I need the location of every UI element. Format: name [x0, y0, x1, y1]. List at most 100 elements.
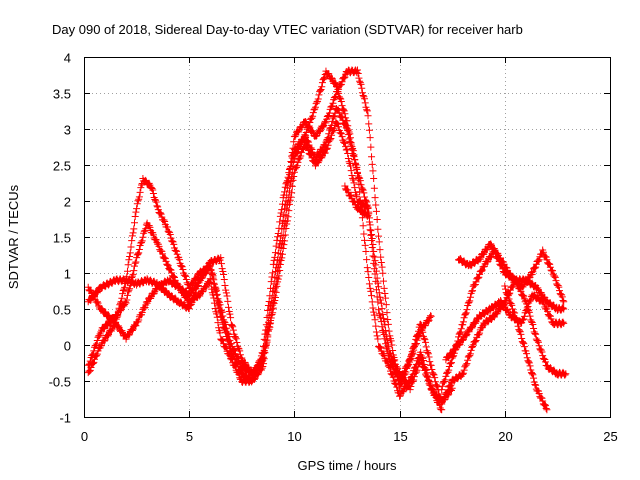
data-point: [94, 299, 102, 307]
data-point: [293, 149, 301, 157]
data-point: [459, 369, 467, 377]
grid-lines: [84, 57, 610, 417]
data-point: [118, 294, 126, 302]
data-point: [284, 213, 292, 221]
data-point: [519, 291, 527, 299]
data-point: [282, 180, 290, 188]
data-point: [157, 210, 165, 218]
data-point: [336, 94, 344, 102]
data-point: [163, 260, 171, 268]
data-point: [469, 343, 477, 351]
data-point: [351, 184, 359, 192]
data-point: [382, 343, 390, 351]
data-point: [500, 300, 508, 308]
data-point: [232, 335, 240, 343]
data-point: [142, 301, 150, 309]
data-point: [456, 329, 464, 337]
data-point: [502, 297, 510, 305]
data-point: [326, 136, 334, 144]
data-point: [131, 259, 139, 267]
data-point: [422, 343, 430, 351]
data-point: [126, 285, 134, 293]
data-point: [288, 182, 296, 190]
data-point: [523, 300, 531, 308]
data-point: [556, 287, 564, 295]
data-point: [413, 366, 421, 374]
data-point: [202, 283, 210, 291]
data-point: [416, 330, 424, 338]
data-point: [281, 231, 289, 239]
data-point: [265, 297, 273, 305]
data-point: [227, 314, 235, 322]
data-point: [85, 361, 93, 369]
data-point: [311, 105, 319, 113]
data-point: [217, 307, 225, 315]
data-point: [206, 261, 214, 269]
data-point: [438, 382, 446, 390]
data-point: [377, 253, 385, 261]
data-point: [359, 92, 367, 100]
data-point: [309, 112, 317, 120]
data-point: [318, 79, 326, 87]
data-point: [322, 119, 330, 127]
data-point: [125, 331, 133, 339]
data-point: [146, 223, 154, 231]
data-point: [364, 203, 372, 211]
data-point: [329, 99, 337, 107]
data-point: [559, 318, 567, 326]
data-point: [89, 350, 97, 358]
data-point: [468, 324, 476, 332]
data-point: [555, 283, 563, 291]
data-point: [220, 275, 228, 283]
data-point: [349, 174, 357, 182]
data-point: [208, 269, 216, 277]
data-point: [293, 163, 301, 171]
data-point: [103, 331, 111, 339]
data-point: [424, 317, 432, 325]
y-tick-label: 3.5: [53, 87, 71, 102]
y-tick-labels: -1 -0.5 0 0.5 1 1.5 2 2.5 3 3.5 4: [49, 51, 71, 426]
data-point: [123, 273, 131, 281]
data-point: [516, 327, 524, 335]
data-point: [523, 350, 531, 358]
data-point: [444, 386, 452, 394]
data-point: [534, 338, 542, 346]
data-point: [152, 198, 160, 206]
data-point: [377, 314, 385, 322]
data-point: [104, 332, 112, 340]
data-point: [520, 340, 528, 348]
data-point: [459, 321, 467, 329]
data-point: [373, 332, 381, 340]
data-point: [534, 257, 542, 265]
data-point: [126, 249, 134, 257]
data-point: [116, 307, 124, 315]
data-point: [268, 311, 276, 319]
data-point: [443, 389, 451, 397]
data-point: [352, 164, 360, 172]
data-point: [459, 318, 467, 326]
data-point: [253, 364, 261, 372]
data-point: [145, 179, 153, 187]
data-point: [546, 312, 554, 320]
data-point: [347, 141, 355, 149]
data-point: [345, 158, 353, 166]
data-point: [421, 322, 429, 330]
data-point: [225, 333, 233, 341]
data-point: [271, 296, 279, 304]
data-point: [483, 258, 491, 266]
data-point: [378, 305, 386, 313]
data-point: [306, 119, 314, 127]
series-track-4: [84, 118, 435, 385]
data-point: [105, 311, 113, 319]
data-point: [135, 249, 143, 257]
data-point: [153, 202, 161, 210]
data-point: [90, 292, 98, 300]
data-point: [534, 337, 542, 345]
data-point: [278, 254, 286, 262]
data-point: [384, 316, 392, 324]
data-point: [123, 267, 131, 275]
data-point: [143, 299, 151, 307]
data-point: [95, 332, 103, 340]
data-point: [173, 250, 181, 258]
data-point: [328, 74, 336, 82]
